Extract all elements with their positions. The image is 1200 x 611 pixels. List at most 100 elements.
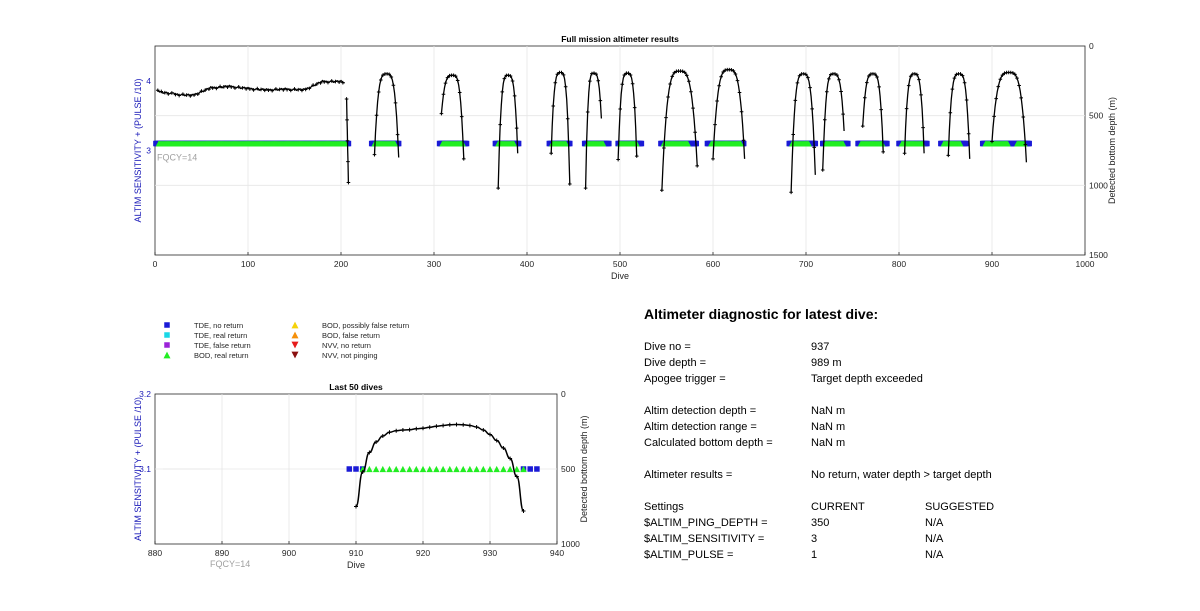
depth-point-marker [628, 73, 633, 77]
detection-depth-row: Altim detection depth = NaN m [644, 403, 1114, 419]
recent-y2-tick-label: 500 [561, 464, 575, 474]
depth-point-marker [594, 72, 598, 76]
depth-point-marker [303, 87, 308, 92]
bod-real-return-marker [426, 465, 433, 473]
depth-point-marker [453, 74, 458, 78]
depth-point-marker [393, 101, 398, 105]
depth-point-marker [797, 73, 802, 78]
tde-no-return-marker [606, 140, 612, 147]
depth-point-marker [865, 80, 869, 85]
depth-point-marker [311, 83, 315, 87]
altimeter-results-value: No return, water depth > target depth [811, 469, 992, 481]
apogee-label: Apogee trigger = [644, 373, 726, 385]
recent-x-tick-label: 890 [215, 548, 229, 558]
recent-fqcy-annotation: FQCY=14 [210, 559, 250, 569]
main-fqcy-annotation: FQCY=14 [157, 153, 197, 163]
bod-real-return-marker [520, 465, 527, 473]
bod-real-return-marker [446, 465, 454, 473]
bod-real-return-marker [386, 465, 393, 473]
sensitivity-row: $ALTIM_SENSITIVITY = 3 N/A [644, 531, 1114, 547]
legend-label: TDE, false return [194, 341, 251, 350]
depth-point-marker [839, 89, 843, 94]
recent-x-tick-label: 880 [148, 548, 162, 558]
calculated-depth-row: Calculated bottom depth = NaN m [644, 435, 1114, 451]
depth-point-marker [307, 86, 312, 91]
depth-point-marker [733, 72, 738, 76]
depth-point-marker [481, 428, 486, 432]
depth-point-marker [222, 85, 226, 89]
depth-point-marker [684, 73, 689, 78]
depth-point-marker [500, 90, 505, 94]
depth-point-marker [1019, 96, 1023, 100]
calculated-depth-label: Calculated bottom depth = [644, 437, 773, 449]
depth-point-marker [958, 72, 963, 76]
depth-point-marker [634, 154, 639, 158]
detection-range-label: Altim detection range = [644, 421, 757, 433]
legend-label: BOD, false return [322, 331, 380, 340]
depth-point-marker [173, 92, 178, 97]
depth-point-marker [906, 83, 911, 88]
bod-real-return-marker [406, 465, 413, 473]
tde-no-return-marker [345, 140, 352, 147]
recent-y-tick-label: 3.2 [139, 389, 151, 399]
depth-point-marker [395, 132, 400, 137]
depth-point-marker [281, 88, 286, 92]
pulse-row: $ALTIM_PULSE = 1 N/A [644, 547, 1114, 563]
depth-point-marker [233, 86, 237, 90]
legend-marker-triangle [291, 341, 299, 349]
recent-title: Last 50 dives [329, 382, 383, 392]
bod-real-return-marker [372, 465, 380, 473]
depth-point-marker [833, 72, 837, 76]
depth-point-marker [919, 93, 923, 97]
tde-no-return-marker [353, 466, 359, 472]
depth-point-marker [565, 116, 570, 121]
depth-point-marker [837, 78, 841, 82]
depth-point-marker [632, 105, 637, 110]
depth-point-marker [992, 114, 996, 119]
tde-no-return-marker [1026, 140, 1032, 147]
main-x-tick-label: 200 [334, 259, 348, 269]
depth-point-marker [670, 74, 675, 79]
depth-point-marker [567, 182, 572, 186]
depth-point-marker [620, 82, 625, 87]
depth-point-marker [715, 99, 719, 103]
depth-point-marker [274, 87, 278, 91]
depth-point-marker [791, 132, 796, 137]
depth-point-marker [329, 79, 334, 83]
depth-point-marker [270, 88, 274, 93]
depth-point-marker [664, 115, 668, 120]
depth-point-marker [248, 87, 252, 91]
depth-point-marker [687, 79, 691, 84]
legend-label: BOD, real return [194, 351, 249, 360]
depth-point-marker [389, 75, 394, 79]
tde-no-return-marker [812, 140, 819, 147]
depth-point-marker [682, 70, 687, 75]
depth-point-marker [555, 72, 560, 77]
depth-point-marker [163, 90, 167, 95]
depth-point-marker [372, 152, 377, 157]
depth-point-marker [721, 70, 725, 74]
depth-point-marker [262, 88, 267, 93]
legend-marker-triangle [291, 351, 299, 359]
main-x-tick-label: 900 [985, 259, 999, 269]
depth-point-marker [498, 122, 503, 127]
depth-point-marker [666, 95, 670, 99]
depth-point-marker [1002, 71, 1007, 76]
depth-point-marker [341, 80, 345, 85]
tde-no-return-marker [534, 466, 540, 472]
bod-real-return-marker [957, 140, 964, 147]
main-x-tick-label: 700 [799, 259, 813, 269]
depth-point-marker [360, 470, 365, 474]
depth-point-marker [662, 146, 666, 150]
depth-point-marker [461, 422, 466, 427]
bod-real-return-marker [684, 140, 691, 147]
depth-point-marker [326, 80, 330, 85]
depth-point-marker [561, 73, 566, 77]
tde-no-return-marker [515, 140, 522, 147]
bod-real-return-marker [480, 465, 487, 473]
depth-point-marker [170, 91, 174, 95]
main-y-tick-label: 4 [146, 76, 151, 86]
dive-no-label: Dive no = [644, 341, 691, 353]
depth-point-marker [719, 74, 723, 79]
